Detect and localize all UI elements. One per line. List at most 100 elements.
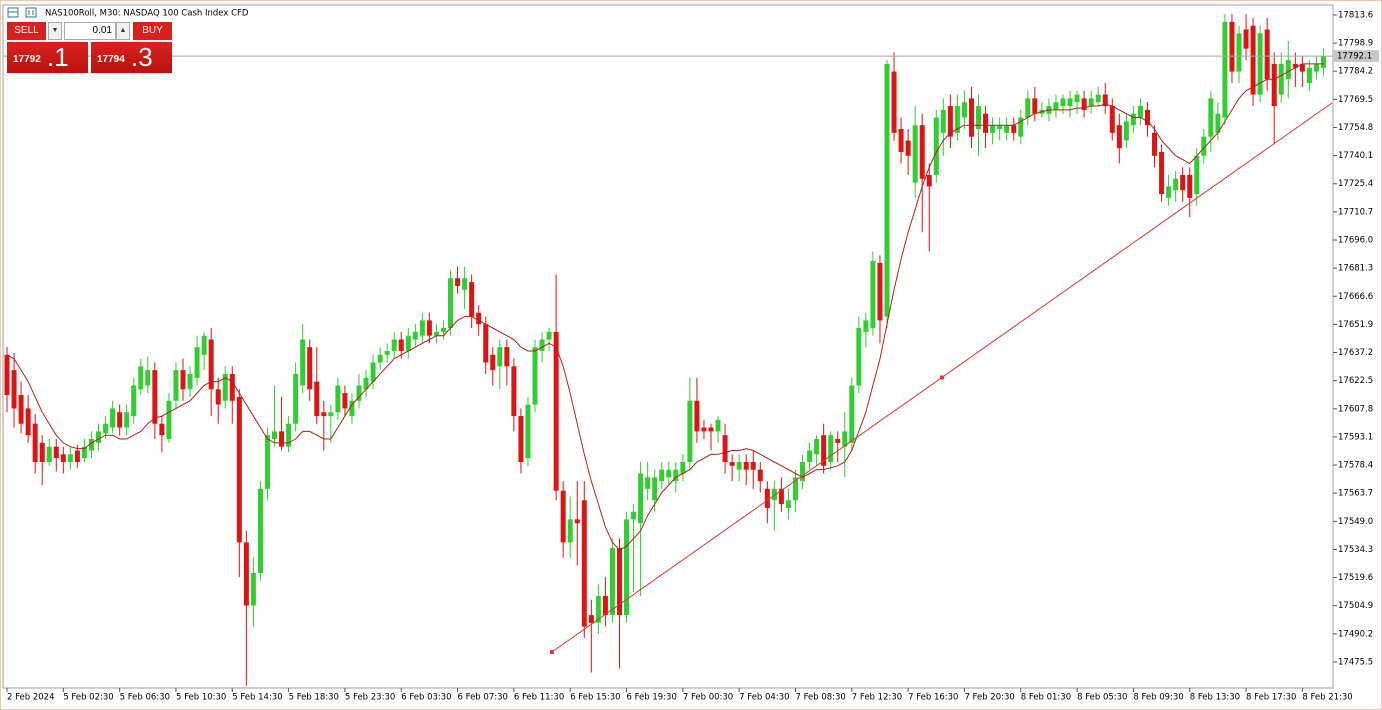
candle-body — [74, 450, 80, 462]
candle-body — [307, 347, 313, 390]
candle-body — [645, 477, 651, 489]
candle-body — [800, 461, 806, 482]
candle-body — [257, 488, 263, 573]
candle-body — [1053, 102, 1059, 110]
candle-body — [321, 412, 327, 417]
candle-body — [462, 278, 468, 290]
y-tick-label: 17504.9 — [1338, 601, 1373, 611]
candle-body — [863, 320, 869, 332]
lot-down[interactable]: ▼ — [48, 22, 62, 40]
candle-body — [694, 400, 700, 432]
candle-body — [729, 461, 735, 466]
candle-body — [574, 519, 580, 524]
candle-body — [349, 400, 355, 417]
chart-title: NAS100Roll, M30: NASDAQ 100 Cash Index C… — [45, 9, 249, 19]
candle-body — [1173, 178, 1179, 191]
candle-body — [243, 542, 249, 606]
x-tick-label: 5 Feb 23:30 — [345, 693, 395, 703]
y-tick-label: 17475.5 — [1338, 657, 1373, 667]
x-tick-label: 5 Feb 10:30 — [176, 693, 226, 703]
candle-body — [131, 385, 137, 417]
candle-body — [490, 354, 496, 371]
candle-body — [391, 339, 397, 351]
candle-body — [511, 366, 517, 417]
candle-body — [11, 370, 17, 409]
candle-body — [919, 125, 925, 179]
candle-body — [419, 320, 425, 336]
candle-body — [117, 412, 123, 428]
candle-body — [88, 439, 94, 451]
candle-body — [286, 423, 292, 447]
y-tick-label: 17754.8 — [1338, 123, 1373, 133]
candle-body — [32, 423, 38, 462]
candle-body — [961, 102, 967, 118]
candle-body — [828, 435, 834, 462]
candle-body — [18, 395, 24, 424]
candle-body — [440, 328, 446, 332]
x-tick-label: 5 Feb 14:30 — [232, 693, 282, 703]
candle-body — [532, 347, 538, 405]
candle-body — [680, 461, 686, 474]
candle-body — [771, 488, 777, 501]
candle-body — [39, 442, 45, 462]
candle-body — [433, 331, 439, 336]
candle-body — [398, 339, 404, 351]
candle-body — [384, 350, 390, 355]
candle-body — [807, 450, 813, 462]
y-tick-label: 17666.6 — [1338, 292, 1373, 302]
lot-input[interactable]: 0.01 — [64, 22, 116, 40]
buy-price[interactable]: 17794 .3 — [91, 42, 172, 73]
x-tick-label: 7 Feb 00:30 — [683, 693, 733, 703]
candle-body — [666, 469, 672, 478]
candle-body — [1243, 29, 1249, 49]
y-tick-label: 17681.3 — [1338, 264, 1373, 274]
moving-average — [6, 63, 1324, 551]
y-tick-label: 17696.0 — [1338, 236, 1373, 246]
candle-body — [792, 477, 798, 501]
buy-button[interactable]: BUY — [133, 22, 172, 40]
x-tick-label: 8 Feb 01:30 — [1021, 693, 1071, 703]
candle-body — [328, 412, 334, 417]
candle-body — [1208, 98, 1214, 137]
bid-label: 17792.1 — [1337, 52, 1372, 62]
candle-body — [659, 469, 665, 482]
candle-body — [1130, 113, 1136, 126]
y-tick-label: 17813.6 — [1338, 10, 1373, 20]
buy-price-main: 17794 — [97, 54, 125, 65]
trendline-handle — [939, 375, 944, 380]
candle-body — [1011, 125, 1017, 133]
x-tick-label: 7 Feb 08:30 — [795, 693, 845, 703]
x-tick-label: 7 Feb 16:30 — [908, 693, 958, 703]
candle-body — [1187, 174, 1193, 198]
x-tick-label: 8 Feb 21:30 — [1302, 693, 1352, 703]
x-tick-label: 8 Feb 05:30 — [1077, 693, 1127, 703]
candle-body — [81, 446, 87, 459]
candle-body — [1292, 63, 1298, 68]
candle-body — [236, 396, 242, 543]
candle-body — [4, 354, 10, 396]
y-tick-label: 17563.7 — [1338, 489, 1373, 499]
candle-body — [757, 469, 763, 482]
sell-button[interactable]: SELL — [7, 22, 46, 40]
candle-body — [497, 347, 503, 367]
candle-body — [1060, 98, 1066, 107]
candle-body — [1137, 106, 1143, 118]
candle-body — [1271, 63, 1277, 107]
candle-body — [1116, 125, 1122, 149]
candle-body — [581, 500, 587, 627]
candle-body — [194, 347, 200, 378]
candle-body — [778, 488, 784, 505]
candle-body — [1180, 174, 1186, 191]
candle-body — [1299, 63, 1305, 72]
sell-price[interactable]: 17792 .1 — [7, 42, 88, 73]
y-tick-label: 17519.6 — [1338, 573, 1373, 583]
candle-body — [264, 435, 270, 489]
candle-body — [363, 377, 369, 390]
candle-body — [518, 416, 524, 462]
candle-body — [377, 354, 383, 363]
candle-body — [110, 408, 116, 428]
candle-body — [1152, 132, 1158, 156]
lot-up[interactable]: ▲ — [116, 22, 130, 40]
